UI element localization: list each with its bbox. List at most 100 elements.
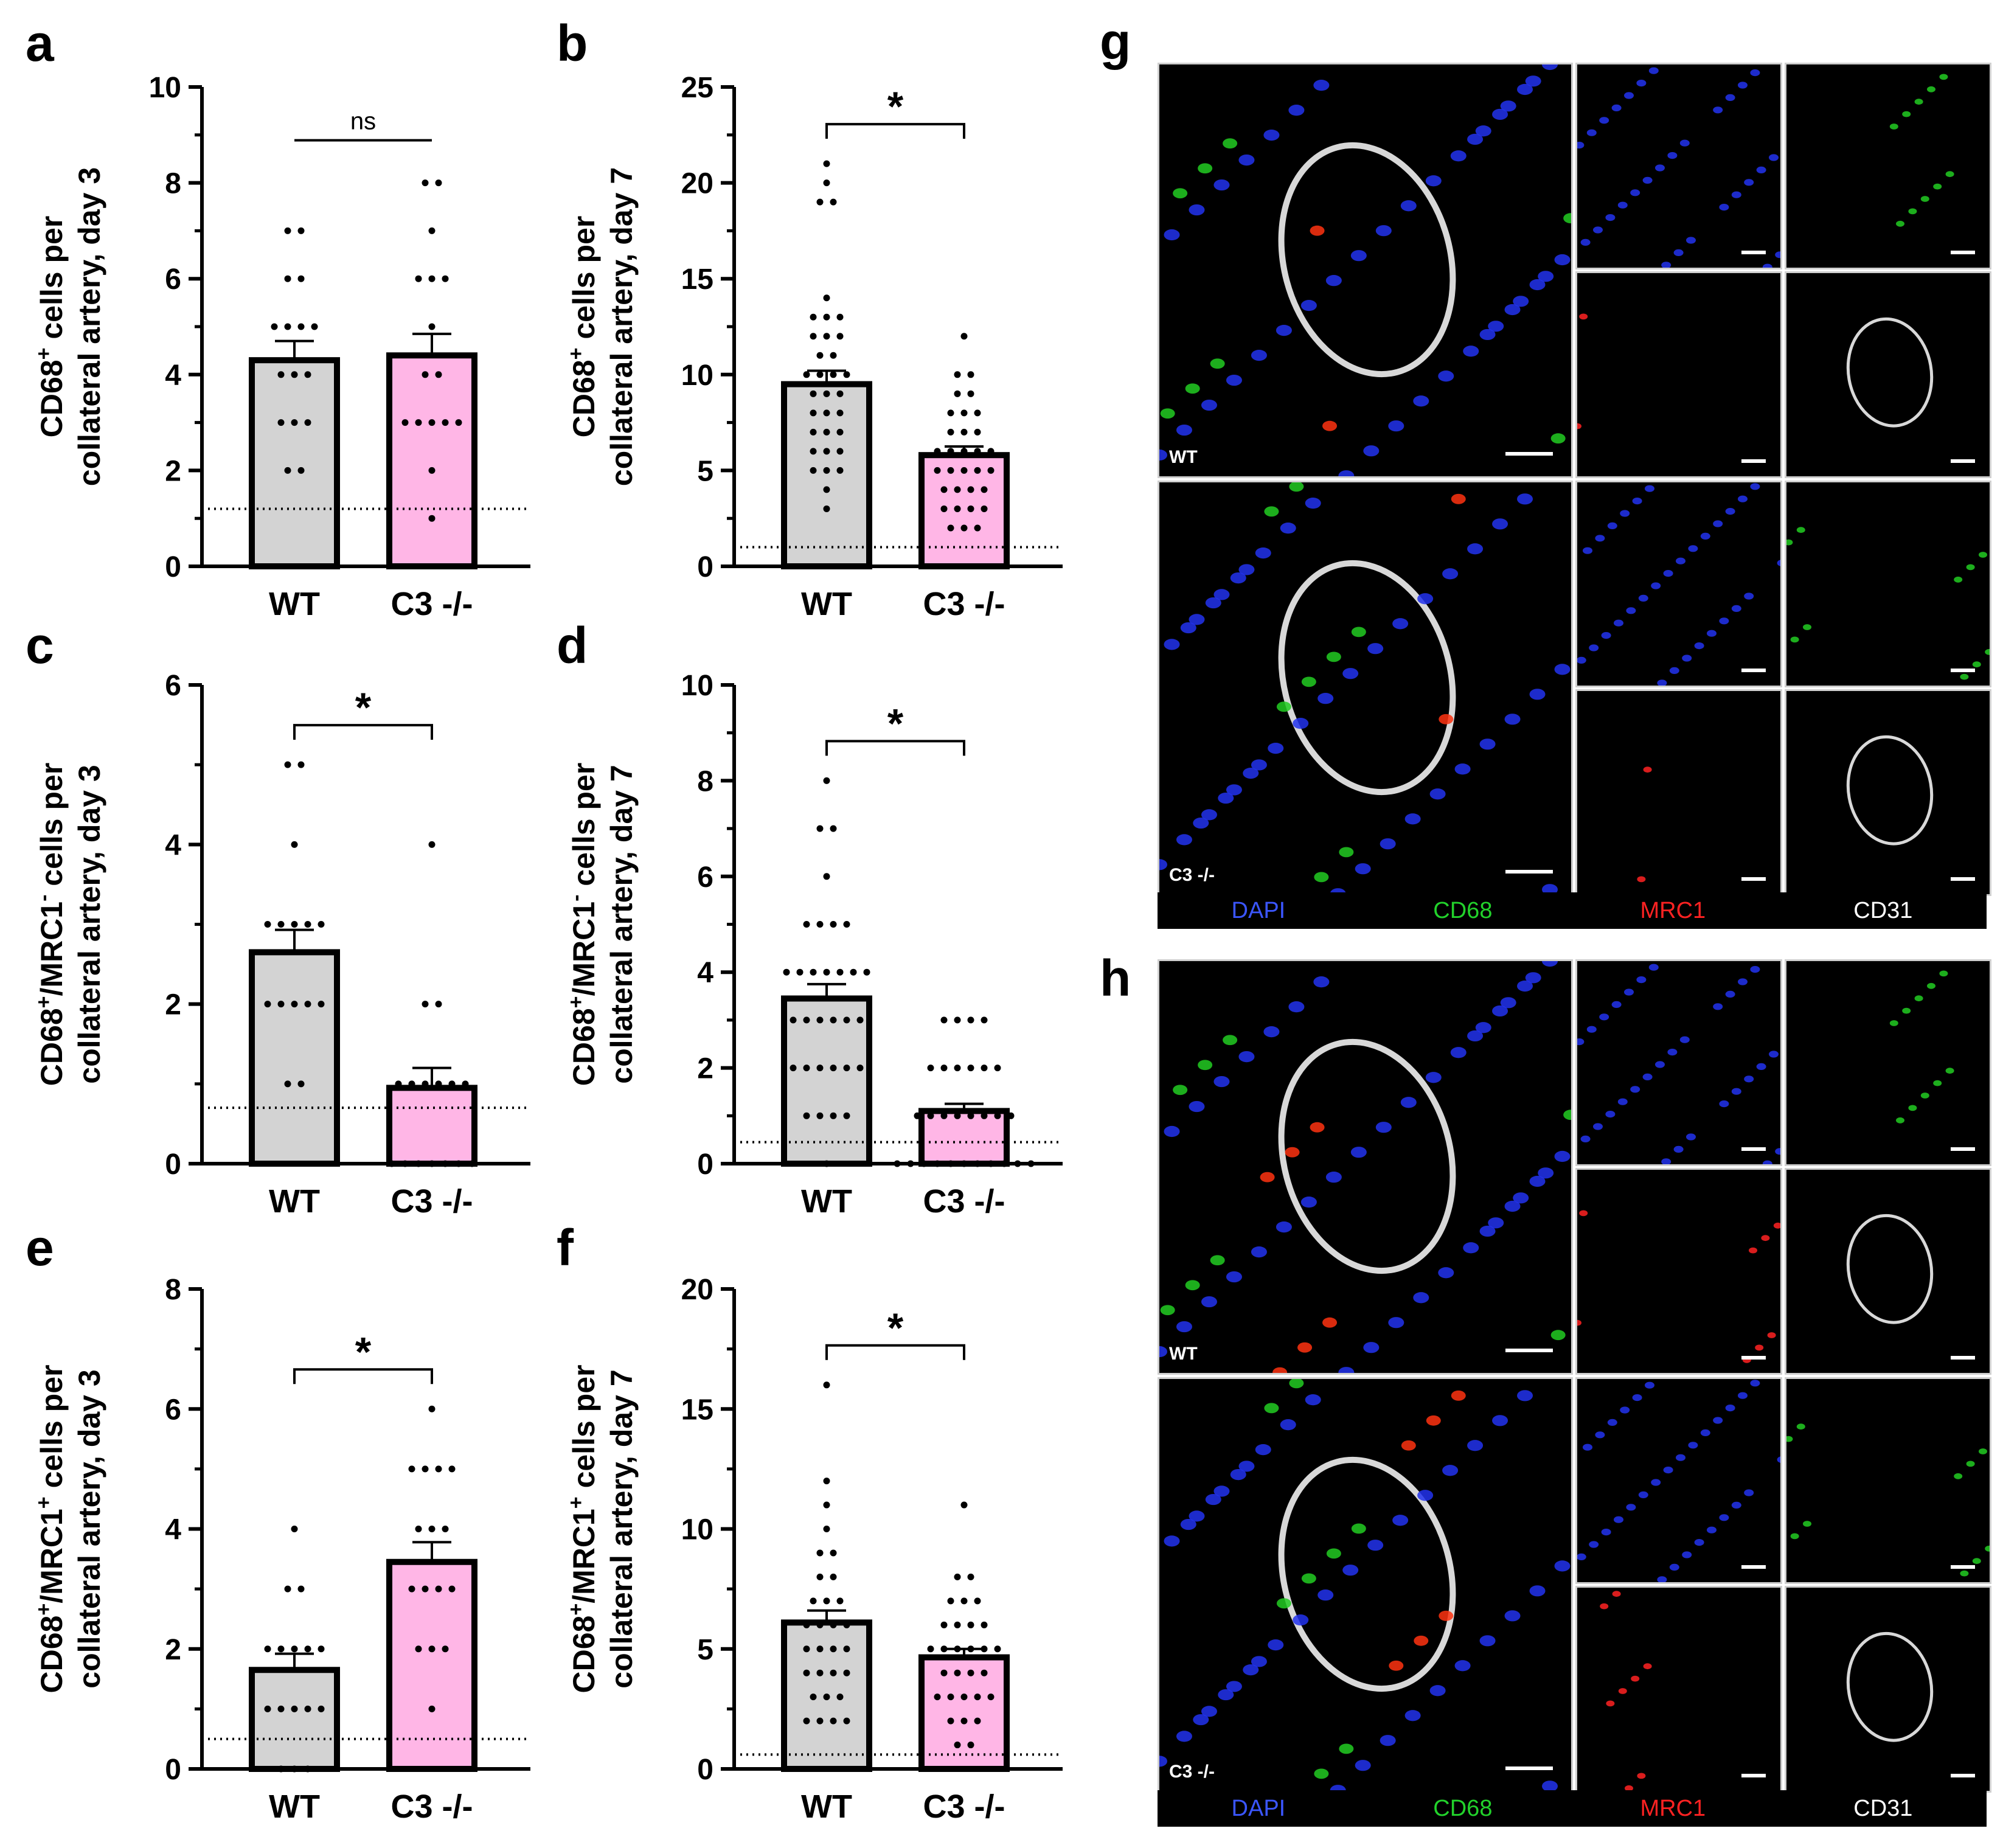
scale-bar — [1505, 1349, 1553, 1352]
y-tick-label: 0 — [697, 1148, 713, 1181]
data-point — [830, 1016, 837, 1024]
data-point — [974, 448, 981, 455]
x-tick-label: C3 -/- — [923, 1183, 1005, 1220]
y-tick-label: 0 — [697, 551, 713, 583]
data-point — [843, 1065, 850, 1072]
data-point — [836, 1693, 844, 1701]
dapi-channel — [1575, 959, 1782, 1166]
data-point — [304, 1705, 311, 1712]
y-axis-label: CD68+/MRC1- cells per — [564, 763, 601, 1086]
data-point — [843, 1016, 850, 1024]
data-point — [960, 333, 968, 340]
scale-bar — [1505, 452, 1553, 456]
data-point — [830, 1112, 837, 1119]
x-tick-label: C3 -/- — [923, 586, 1005, 622]
scale-bar — [1741, 669, 1766, 672]
data-point — [830, 1669, 837, 1676]
data-point — [428, 515, 436, 522]
data-point — [264, 1705, 271, 1712]
mrc1-channel — [1575, 271, 1782, 478]
data-point — [816, 921, 824, 928]
scale-bar — [1741, 459, 1766, 463]
y-tick-label: 4 — [697, 957, 713, 989]
data-point — [401, 419, 409, 426]
x-tick-label: C3 -/- — [391, 586, 473, 622]
panel-b: b CD68+ cells per collateral artery, day 7… — [557, 15, 1063, 622]
y-axis-label: collateral artery, day 3 — [72, 167, 106, 486]
x-tick-label: C3 -/- — [391, 1183, 473, 1220]
data-point — [954, 1742, 961, 1749]
data-point — [830, 352, 837, 359]
data-point — [960, 1597, 968, 1605]
microscopy-row-label: WT — [1169, 1344, 1198, 1364]
data-point — [850, 968, 857, 976]
data-point — [415, 419, 422, 426]
data-point — [981, 486, 988, 493]
y-axis-label: collateral artery, day 7 — [605, 167, 639, 486]
data-point — [830, 198, 837, 206]
panel-letter-g: g — [1100, 13, 1131, 70]
y-tick-label: 2 — [165, 455, 181, 487]
data-point — [960, 1501, 968, 1509]
cd68-channel — [1785, 959, 1991, 1166]
cd68-channel — [1785, 1377, 1991, 1584]
data-point — [803, 1717, 810, 1725]
data-point — [408, 1080, 415, 1088]
microscopy-row-label: C3 -/- — [1169, 1762, 1215, 1782]
bar-WT — [781, 995, 872, 1167]
cd68-channel — [1785, 63, 1991, 269]
data-point — [823, 1526, 830, 1532]
data-point — [455, 419, 462, 426]
panel-a: a CD68+ cells per collateral artery, day 3… — [26, 15, 530, 622]
cd31-channel — [1785, 689, 1991, 896]
data-point — [428, 1705, 436, 1712]
data-point — [428, 1405, 436, 1412]
data-point — [816, 198, 824, 206]
data-point — [830, 1549, 837, 1557]
y-tick-label: 5 — [697, 455, 713, 487]
y-tick-label: 8 — [165, 1274, 181, 1306]
mrc1-channel — [1575, 689, 1782, 896]
data-point — [803, 1112, 810, 1119]
data-point — [843, 1717, 850, 1725]
data-point — [291, 1645, 298, 1653]
data-point — [823, 1501, 830, 1509]
data-point — [297, 323, 305, 330]
data-point — [428, 275, 436, 282]
data-point — [994, 1112, 1001, 1119]
data-point — [297, 467, 305, 474]
data-point — [284, 323, 291, 330]
data-point — [435, 1585, 442, 1593]
data-point — [843, 1621, 850, 1628]
data-point — [428, 227, 436, 234]
data-point — [823, 390, 830, 397]
y-tick-label: 4 — [165, 1514, 181, 1546]
y-tick-label: 10 — [681, 670, 713, 702]
data-point — [810, 467, 817, 474]
data-point — [981, 1669, 988, 1676]
data-point — [428, 1645, 436, 1653]
merged-image: C3 -/- — [1158, 1377, 1573, 1793]
data-point — [796, 968, 804, 976]
data-point — [823, 968, 830, 976]
dapi-channel — [1575, 63, 1782, 269]
panel-d: d CD68+/MRC1- cells per collateral artery,… — [557, 617, 1063, 1220]
data-point — [987, 448, 995, 455]
significance-bracket — [293, 724, 433, 740]
data-point — [395, 1080, 402, 1088]
data-point — [823, 777, 830, 784]
data-point — [810, 390, 817, 397]
scale-bar — [1505, 1766, 1553, 1770]
y-tick-label: 2 — [165, 989, 181, 1021]
data-point — [947, 524, 954, 532]
data-point — [836, 333, 844, 340]
data-point — [960, 524, 968, 532]
legend-mrc1: MRC1 — [1640, 1795, 1706, 1821]
y-tick-label: 4 — [165, 829, 181, 861]
data-point — [981, 1621, 988, 1628]
data-point — [428, 467, 436, 474]
legend-dapi: DAPI — [1231, 1795, 1286, 1821]
data-point — [816, 1065, 824, 1072]
data-point — [291, 419, 298, 426]
